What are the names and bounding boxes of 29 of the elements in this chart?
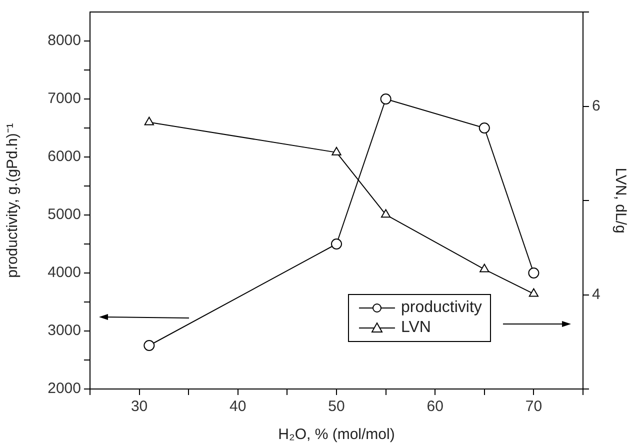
y-tick-label: 7000: [48, 90, 81, 108]
point: [380, 209, 391, 218]
y-tick-label: 5000: [48, 206, 81, 224]
y-tick-label: 2000: [48, 380, 81, 398]
y-tick-label: 8000: [48, 32, 81, 50]
x-tick-label: 50: [328, 398, 345, 416]
y-tick-label: 4000: [48, 264, 81, 282]
y2-axis-title: LVN, dL/g: [612, 168, 629, 234]
y2-tick-label: 6: [592, 97, 600, 114]
point: [380, 94, 392, 104]
y-axis-title: productivity, g.(gPd.h)⁻¹: [4, 123, 22, 278]
point: [331, 238, 342, 250]
y-tick-label: 6000: [48, 148, 81, 166]
x-tick-label: 30: [130, 398, 148, 416]
point: [528, 288, 539, 297]
x-tick-label: 60: [426, 398, 444, 416]
point: [144, 340, 155, 351]
point: [528, 268, 540, 278]
y2-tick-label: 4: [592, 286, 600, 303]
point: [480, 264, 490, 272]
x-tick-label: 40: [230, 398, 246, 416]
point: [332, 146, 342, 156]
y-tick-label: 3000: [48, 322, 81, 340]
point: [144, 116, 154, 126]
legend-label: productivity: [401, 299, 482, 317]
x-tick-label: 70: [525, 398, 542, 416]
x-axis-title: H₂O, % (mol/mol): [278, 426, 395, 444]
legend-label: LVN: [401, 319, 431, 337]
point: [478, 122, 490, 134]
